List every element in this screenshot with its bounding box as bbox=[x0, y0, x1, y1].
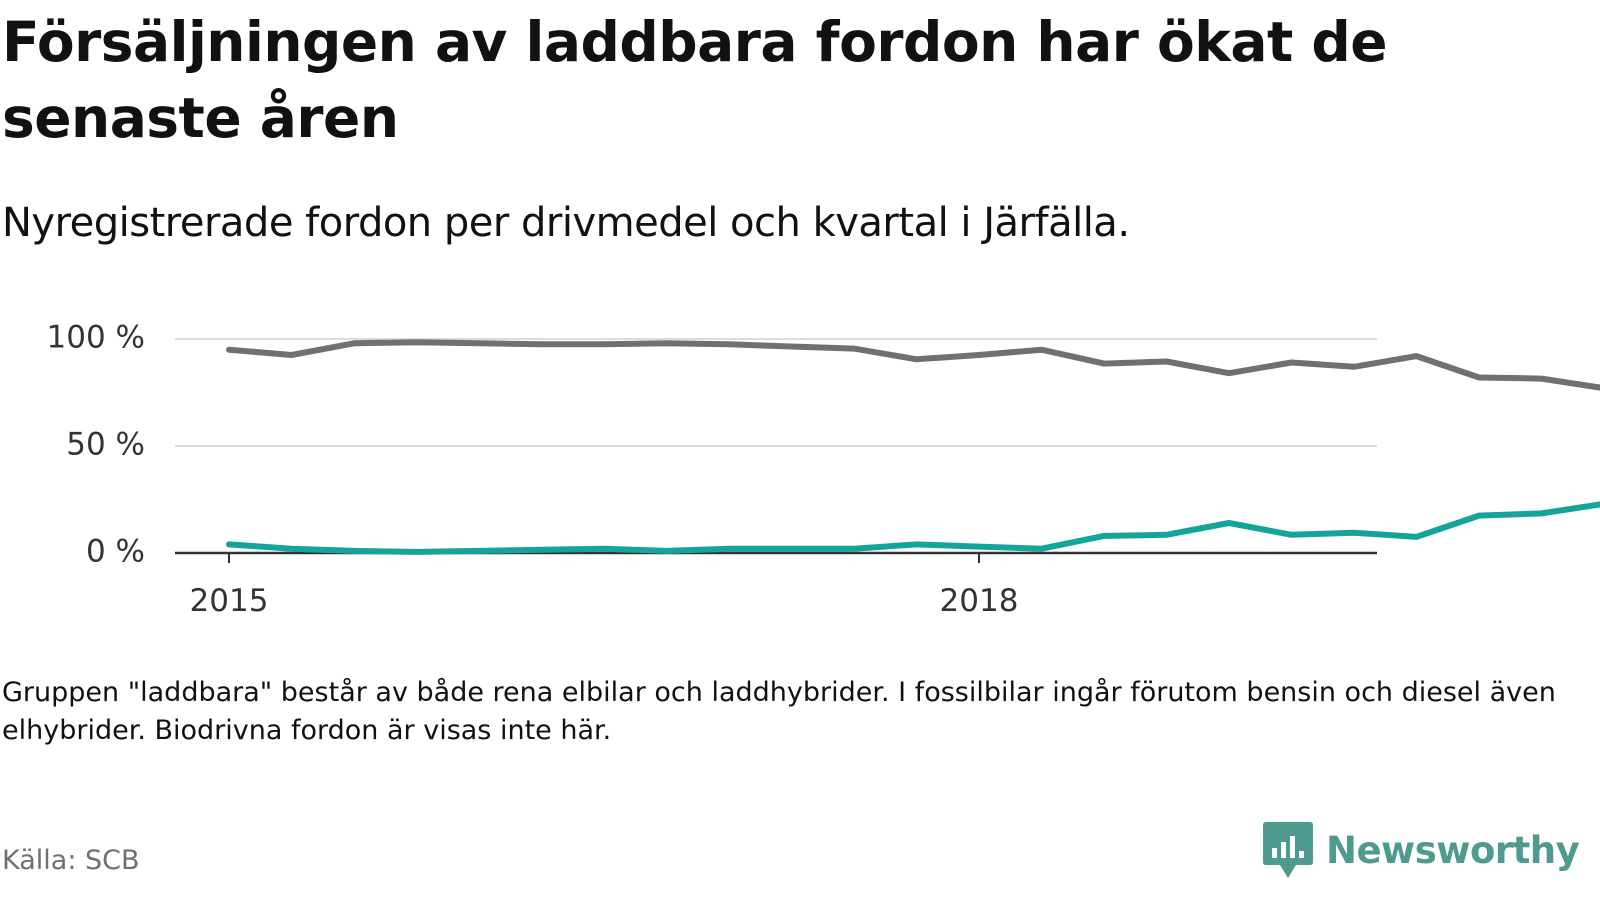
series-lines bbox=[226, 339, 1600, 555]
logo-bar-3 bbox=[1290, 836, 1295, 858]
brand-name: Newsworthy bbox=[1326, 829, 1580, 872]
newsworthy-logo-icon bbox=[1263, 822, 1313, 878]
chart-footnote: Gruppen "laddbara" består av både rena e… bbox=[2, 677, 1556, 746]
series-line-laddbara bbox=[226, 501, 1600, 555]
series-line-fossilbilar bbox=[226, 339, 1600, 391]
logo-bar-2 bbox=[1281, 842, 1286, 858]
line-chart: 0 %50 %100 % 2015201820212023 LaddbaraFo… bbox=[47, 320, 1600, 619]
newsworthy-brand: Newsworthy bbox=[1262, 820, 1580, 882]
logo-speech-bubble bbox=[1263, 822, 1313, 878]
logo-bar-1 bbox=[1272, 848, 1277, 858]
logo-bar-4 bbox=[1299, 851, 1304, 858]
x-axis: 2015201820212023 bbox=[175, 551, 1377, 619]
y-axis-tick-labels: 0 % 50 % 100 % bbox=[47, 320, 145, 570]
chart-title: Försäljningen av laddbara fordon har öka… bbox=[2, 10, 1388, 150]
y-tick-label-0: 0 % bbox=[86, 534, 145, 570]
x-tick-label-2018: 2018 bbox=[940, 583, 1019, 619]
x-tick-label-2015: 2015 bbox=[190, 583, 269, 619]
y-tick-label-100: 100 % bbox=[47, 320, 145, 356]
source-label: Källa: SCB bbox=[2, 845, 140, 876]
y-tick-label-50: 50 % bbox=[66, 427, 145, 463]
chart-subtitle: Nyregistrerade fordon per drivmedel och … bbox=[2, 200, 1130, 246]
gridlines bbox=[175, 338, 1377, 447]
